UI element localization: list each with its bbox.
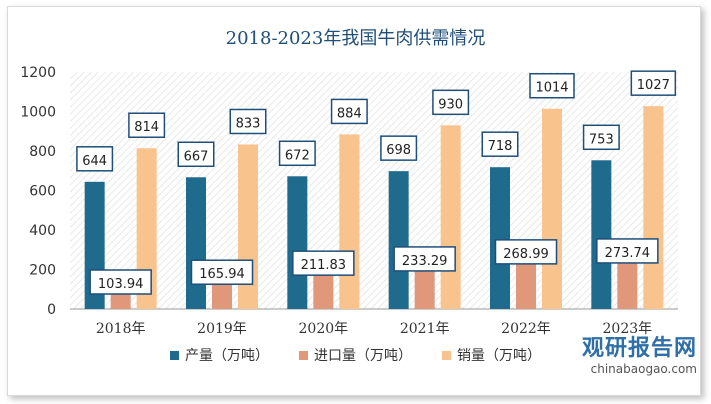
data-label-box [292, 250, 355, 276]
x-tick-label: 2021年 [400, 321, 450, 337]
data-label: 103.94 [98, 277, 144, 292]
legend-label-sales: 销量（万吨） [457, 348, 541, 364]
x-tick-label: 2018年 [96, 321, 146, 337]
legend-swatch-sales [442, 350, 451, 360]
data-label: 233.29 [402, 254, 448, 269]
bar-0 [490, 167, 510, 309]
y-tick-label: 600 [29, 184, 56, 200]
bar-0 [186, 177, 206, 309]
y-tick-label: 1000 [20, 105, 56, 121]
data-label-box [76, 146, 114, 172]
data-label: 211.83 [301, 258, 347, 273]
y-tick-label: 800 [29, 144, 56, 160]
data-label-box [89, 269, 152, 295]
data-label: 930 [438, 97, 463, 112]
watermark-url: chinabaogao.com [590, 362, 697, 376]
bar-0 [591, 160, 612, 309]
data-label: 698 [386, 143, 411, 158]
data-label-box [582, 124, 620, 151]
bar-0 [287, 176, 308, 309]
x-tick-label: 2023年 [603, 321, 653, 337]
legend-label-production: 产量（万吨） [185, 348, 269, 364]
watermark-logo-text: 观研报告网 [581, 336, 697, 361]
bar-2 [440, 125, 461, 309]
data-label-box [596, 238, 659, 264]
bar-2 [339, 134, 360, 309]
data-label: 718 [488, 139, 513, 154]
data-label-box [529, 72, 575, 99]
data-label: 273.74 [605, 246, 651, 261]
data-label-box [177, 141, 215, 168]
y-tick-label: 400 [29, 223, 56, 239]
legend-item-production: 产量（万吨） [170, 345, 269, 365]
data-label: 268.99 [503, 247, 549, 262]
y-tick-label: 0 [47, 302, 56, 318]
legend-item-sales: 销量（万吨） [442, 345, 541, 365]
bar-1 [516, 255, 536, 309]
data-label-box [432, 89, 470, 116]
data-label-box [630, 70, 677, 96]
chart-title: 2018-2023年我国牛肉供需情况 [225, 28, 486, 49]
data-label: 833 [236, 116, 261, 131]
data-label: 753 [589, 132, 614, 147]
y-tick-label: 1200 [20, 65, 56, 81]
bar-1 [617, 254, 638, 309]
chart-legend: 产量（万吨） 进口量（万吨） 销量（万吨） [170, 345, 541, 365]
data-label: 672 [285, 148, 310, 163]
bar-2 [136, 148, 157, 309]
data-label-box [481, 131, 519, 157]
data-label-box [229, 108, 267, 135]
data-label-box [393, 246, 456, 272]
data-label-box [380, 135, 418, 161]
data-label: 884 [337, 106, 362, 121]
x-tick-label: 2022年 [501, 321, 551, 337]
watermark: 观研报告网 chinabaogao.com [582, 330, 697, 376]
x-tick-label: 2020年 [299, 321, 349, 337]
data-label-box [190, 259, 254, 285]
bar-2 [643, 106, 664, 309]
legend-swatch-production [170, 350, 179, 360]
data-label-box [494, 239, 558, 265]
legend-label-import: 进口量（万吨） [314, 348, 412, 364]
bar-0 [388, 171, 409, 309]
data-label: 165.94 [199, 267, 245, 282]
data-label: 644 [82, 154, 107, 169]
legend-swatch-import [299, 350, 308, 360]
data-label: 667 [184, 149, 209, 164]
y-tick-label: 200 [29, 263, 56, 279]
plot-area-background [70, 72, 678, 309]
data-label: 1027 [637, 78, 670, 93]
data-label: 1014 [535, 81, 568, 96]
bar-1 [414, 262, 435, 309]
data-label: 814 [134, 120, 159, 135]
data-label-box [278, 140, 316, 167]
bar-2 [542, 108, 562, 309]
x-tick-label: 2019年 [197, 321, 247, 337]
data-label-box [128, 112, 166, 138]
data-label-box [330, 98, 368, 125]
bar-1 [313, 267, 334, 309]
legend-item-import: 进口量（万吨） [299, 345, 412, 365]
